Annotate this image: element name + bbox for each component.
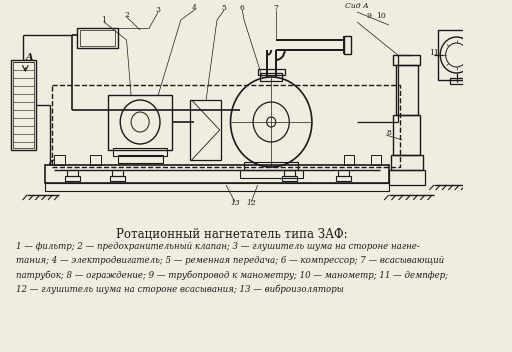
Text: 8: 8 xyxy=(386,129,391,137)
Bar xyxy=(282,176,296,181)
Bar xyxy=(371,155,381,165)
Bar xyxy=(344,36,351,54)
Text: 9: 9 xyxy=(367,12,371,20)
Text: 2: 2 xyxy=(124,11,129,19)
Text: 1: 1 xyxy=(101,16,106,24)
Text: A: A xyxy=(25,53,33,62)
Text: Ротационный нагнетатель типа ЗАФ:: Ротационный нагнетатель типа ЗАФ: xyxy=(116,228,347,241)
Text: тания; 4 — электродвигатель; 5 — ременная передача; 6 — компрессор; 7 — всасываю: тания; 4 — электродвигатель; 5 — ременна… xyxy=(16,256,444,265)
Bar xyxy=(240,170,303,178)
Bar xyxy=(109,95,172,150)
Bar xyxy=(393,115,420,155)
Text: 10: 10 xyxy=(377,12,387,20)
Bar xyxy=(54,155,65,165)
Text: Сид А: Сид А xyxy=(345,2,369,10)
Bar xyxy=(13,62,34,148)
Bar xyxy=(338,170,349,176)
Bar xyxy=(258,69,285,75)
Text: 12: 12 xyxy=(246,199,256,207)
Bar xyxy=(112,170,123,176)
Text: 4: 4 xyxy=(192,4,197,12)
Text: 11: 11 xyxy=(430,49,439,57)
Bar xyxy=(77,28,118,48)
Text: 6: 6 xyxy=(240,4,245,12)
Text: 12 — глушитель шума на стороне всасывания; 13 — виброизоляторы: 12 — глушитель шума на стороне всасывани… xyxy=(16,284,344,294)
Bar xyxy=(45,183,389,191)
Bar xyxy=(11,60,36,150)
Bar xyxy=(79,30,115,46)
Bar xyxy=(113,148,167,156)
Bar xyxy=(261,73,282,81)
Bar xyxy=(65,176,79,181)
Bar xyxy=(52,85,400,167)
Text: 1 — фильтр; 2 — предохранительный клапан; 3 — глушитель шума на стороне нагне-: 1 — фильтр; 2 — предохранительный клапан… xyxy=(16,242,420,251)
Bar xyxy=(110,176,125,181)
Text: 7: 7 xyxy=(273,4,278,12)
Bar xyxy=(438,30,475,80)
Bar xyxy=(284,170,295,176)
Bar xyxy=(391,155,423,170)
Text: 3: 3 xyxy=(156,6,161,14)
Bar xyxy=(118,155,163,163)
Bar xyxy=(393,55,420,65)
Bar xyxy=(190,100,222,160)
Bar xyxy=(336,176,351,181)
Bar xyxy=(45,165,389,183)
Bar xyxy=(91,155,101,165)
Text: 5: 5 xyxy=(222,4,227,12)
Bar xyxy=(244,162,298,170)
Text: 13: 13 xyxy=(230,199,240,207)
Text: патрубок; 8 — ограждение; 9 — трубопровод к манометру; 10 — манометр; 11 — демпф: патрубок; 8 — ограждение; 9 — трубопрово… xyxy=(16,270,449,279)
Bar xyxy=(396,65,418,115)
Bar xyxy=(67,170,78,176)
Bar xyxy=(450,78,463,84)
Bar xyxy=(389,170,425,185)
Bar xyxy=(344,155,354,165)
